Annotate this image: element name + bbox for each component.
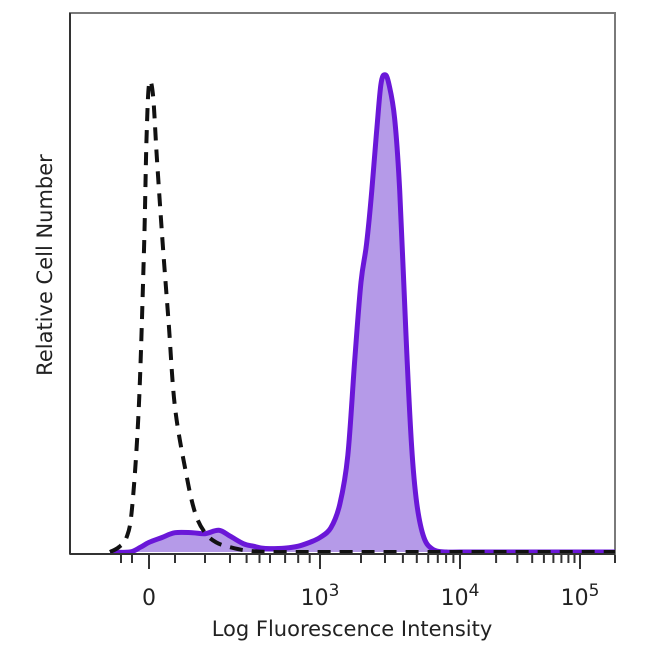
x-tick-label-exponent: 4 [469, 581, 480, 601]
y-axis-label: Relative Cell Number [33, 154, 57, 376]
x-tick-label-exponent: 3 [329, 581, 340, 601]
filled-histogram-area [110, 74, 615, 553]
filled-histogram-outline [109, 72, 615, 555]
x-ticks: 0 103 104 105 [120, 555, 616, 611]
x-tick-label: 103 [301, 581, 340, 611]
series-layer [109, 72, 615, 555]
x-tick-label: 0 [142, 586, 156, 611]
plot-frame [69, 12, 616, 555]
dashed-histogram-line [109, 78, 615, 555]
x-tick-label-exponent: 5 [589, 581, 600, 601]
x-tick-label-base: 0 [142, 586, 156, 611]
x-axis-label: Log Fluorescence Intensity [212, 617, 493, 641]
x-tick-label: 105 [561, 581, 600, 611]
x-tick-label: 104 [441, 581, 480, 611]
x-tick-label-base: 10 [441, 586, 469, 611]
x-tick-label-base: 10 [561, 586, 589, 611]
x-tick-label-base: 10 [301, 586, 329, 611]
